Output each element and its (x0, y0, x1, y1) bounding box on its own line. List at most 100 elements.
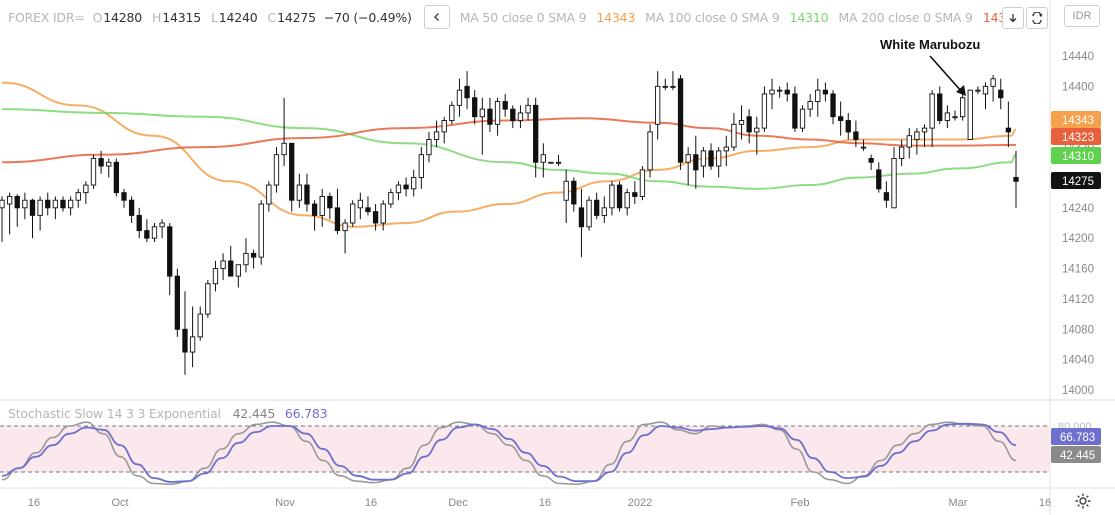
candle-body (128, 199, 135, 216)
candle-body (754, 127, 760, 133)
candle (716, 147, 722, 178)
candle-body (586, 199, 592, 228)
low-label: L (211, 9, 218, 25)
candle (937, 86, 943, 125)
candle (601, 196, 607, 223)
stochastic-k-badge-box (1051, 446, 1101, 463)
candle (578, 188, 585, 258)
symbol-label[interactable]: FOREX IDR= (8, 9, 85, 25)
x-tick-label: Oct (111, 497, 128, 509)
y-tick-label: 14440 (1062, 51, 1094, 63)
ma100-name[interactable]: MA 100 close 0 SMA 9 (645, 9, 780, 25)
candle-body (731, 123, 737, 148)
candle (304, 173, 310, 212)
candle (784, 82, 790, 102)
candle (952, 110, 958, 121)
candle-body (601, 207, 607, 216)
candle-body (708, 150, 714, 167)
candle-body (52, 199, 59, 209)
stochastic-d-line (1, 422, 1017, 483)
gear-icon (1075, 493, 1091, 509)
candle-body (1005, 127, 1012, 133)
refresh-button[interactable] (1026, 7, 1048, 29)
candle-body (479, 108, 485, 118)
candle (792, 86, 798, 132)
candle (395, 181, 402, 201)
candle-body (472, 97, 478, 118)
candle-body (98, 158, 104, 167)
candle-body (822, 89, 829, 95)
candle (464, 71, 470, 110)
x-tick-label: 16 (365, 497, 377, 509)
stochastic-d-value: 66.783 (284, 406, 328, 421)
candle-body (22, 199, 28, 209)
x-tick-label: 16 (1039, 497, 1051, 509)
candle-body (411, 177, 417, 190)
stochastic-name[interactable]: Stochastic Slow 14 3 3 Exponential (8, 406, 221, 421)
candle-body (403, 184, 409, 190)
candle (571, 177, 577, 212)
candle (906, 128, 912, 159)
candle-body (250, 252, 257, 258)
close-label: C (267, 9, 277, 25)
x-tick-label: Nov (275, 497, 295, 509)
candle (380, 200, 386, 231)
candle-body (494, 101, 501, 125)
candle (22, 192, 28, 220)
candle (250, 249, 257, 269)
candle (494, 97, 501, 136)
change-value: −70 (−0.49%) (323, 9, 412, 25)
ma50-name[interactable]: MA 50 close 0 SMA 9 (459, 9, 587, 25)
price-badge-label: 14343 (1062, 115, 1094, 127)
candle (342, 219, 348, 254)
candle (90, 154, 97, 189)
candle-body (906, 135, 912, 148)
candle (761, 86, 768, 132)
stochastic-k-badge-label: 42.445 (1060, 450, 1095, 462)
candle (388, 188, 394, 208)
stochastic-k-value: 42.445 (232, 406, 276, 421)
price-badge-box (1051, 111, 1101, 128)
chart-settings-button[interactable] (1073, 491, 1093, 511)
stochastic-d-badge-label: 66.783 (1060, 432, 1095, 444)
price-badge-box (1051, 172, 1101, 189)
currency-label: IDR (1072, 10, 1092, 22)
ma200-name[interactable]: MA 200 close 0 SMA 9 (838, 9, 973, 25)
candle-body (510, 108, 516, 121)
ma100-value: 14310 (789, 9, 829, 25)
candle (6, 192, 13, 235)
candle (449, 101, 455, 125)
candle-body (959, 97, 966, 118)
collapse-legend-button[interactable] (423, 5, 450, 29)
candle (921, 124, 928, 148)
price-badge-label: 14310 (1062, 151, 1094, 163)
price-badge: 14323 (1051, 128, 1101, 145)
candle-body (304, 184, 310, 205)
candle-body (6, 195, 13, 205)
currency-selector[interactable]: IDR (1064, 5, 1100, 27)
candle-body (540, 154, 546, 163)
candle-body (342, 222, 348, 232)
candle (845, 112, 851, 140)
candle-body (883, 192, 890, 201)
candle (220, 253, 226, 280)
candle-body (75, 192, 81, 201)
candle (967, 89, 973, 140)
candle (289, 142, 295, 212)
scroll-down-button[interactable] (1002, 7, 1024, 29)
candle-body (350, 203, 356, 224)
candle-body (799, 108, 806, 129)
candle (807, 93, 813, 117)
y-tick-label: 14160 (1062, 264, 1094, 276)
candle-body (281, 142, 287, 156)
candle (959, 93, 966, 121)
candle-body (555, 161, 562, 164)
candle (113, 158, 120, 197)
candle-body (151, 226, 158, 239)
high-label: H (152, 9, 162, 25)
candle (426, 131, 432, 163)
moving-average-line (1, 81, 1017, 228)
candle-body (517, 112, 524, 121)
candle-body (334, 207, 341, 232)
